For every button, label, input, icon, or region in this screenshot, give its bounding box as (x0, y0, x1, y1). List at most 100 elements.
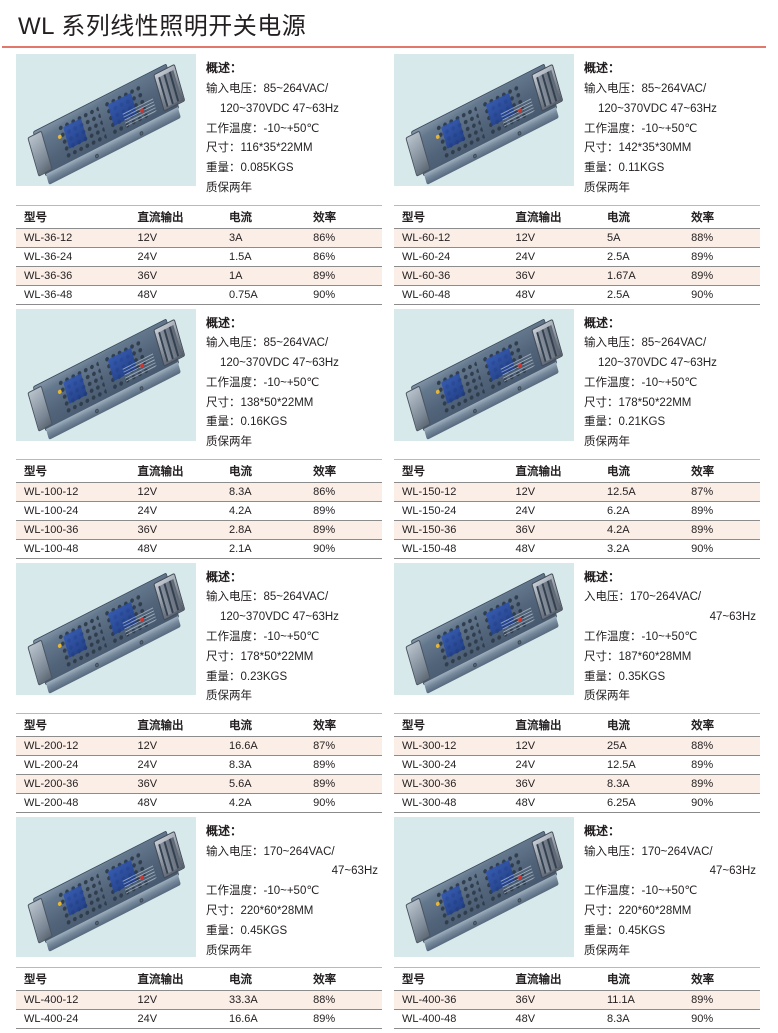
table-cell: 48V (507, 539, 599, 559)
table-cell: WL-60-36 (394, 266, 508, 286)
table-cell: WL-36-48 (16, 285, 130, 305)
model-spec-table: 型号 直流输出 电流 效率 WL-400-36 36V 11.1A 89% WL-400-48 4… (394, 967, 760, 1030)
spec-warranty: 质保两年 (584, 436, 630, 449)
column-header: 效率 (305, 967, 382, 992)
power-supply-unit-illustration (27, 318, 186, 440)
table-cell: 90% (683, 793, 760, 814)
spec-dimensions: 尺寸：116*35*22MM (206, 142, 313, 155)
table-cell: 8.3A (220, 755, 306, 776)
table-cell: 89% (683, 501, 760, 521)
table-header-row: 型号 直流输出 电流 效率 (394, 967, 760, 992)
spec-operating-temperature: 工作温度：-10~+50℃ (206, 376, 320, 389)
spec-input-voltage-cont: 120~370VDC 47~63Hz (598, 102, 717, 115)
table-row: WL-36-12 12V 3A 86% (16, 228, 382, 248)
table-cell: 12V (507, 228, 599, 248)
spec-warranty: 质保两年 (584, 181, 630, 194)
wl-60-power-supply-photo (394, 54, 574, 187)
column-header: 直流输出 (129, 458, 221, 483)
table-cell: 12V (129, 482, 221, 502)
model-spec-table: 型号 直流输出 电流 效率 WL-200-12 12V 16.6A 87% WL-200-24 2… (16, 713, 382, 814)
column-header: 直流输出 (129, 967, 221, 992)
spec-input-voltage-cont: 47~63Hz (709, 611, 756, 624)
table-cell: WL-200-24 (16, 755, 130, 776)
spec-warranty: 质保两年 (206, 690, 252, 703)
wl-150-power-supply-photo (394, 308, 574, 441)
spec-weight: 重量：0.11KGS (584, 162, 665, 175)
table-cell: 2.5A (598, 285, 684, 305)
table-cell: WL-300-12 (394, 736, 508, 757)
spec-input-voltage-cont: 120~370VDC 47~63Hz (598, 357, 717, 369)
table-cell: WL-150-24 (394, 501, 508, 521)
table-row: WL-150-36 36V 4.2A 89% (394, 520, 760, 540)
spec-input-voltage: 输入电压：85~264VAC/ (584, 337, 707, 350)
table-cell: 89% (683, 266, 760, 286)
power-supply-unit-illustration (27, 572, 186, 694)
table-cell: 8.3A (220, 482, 306, 502)
column-header: 电流 (598, 458, 684, 483)
page-header: WL 系列线性照明开关电源 (0, 0, 778, 44)
table-cell: 89% (305, 520, 382, 540)
table-cell: 48V (129, 793, 221, 814)
table-cell: WL-300-36 (394, 774, 508, 795)
column-header: 直流输出 (129, 713, 221, 738)
table-cell: WL-150-36 (394, 520, 508, 540)
spec-input-voltage: 输入电压：85~264VAC/ (584, 83, 707, 96)
spec-warranty: 质保两年 (206, 436, 252, 449)
spec-heading: 概述： (206, 61, 243, 76)
spec-heading: 概述： (584, 315, 621, 330)
specification-list: 概述： 输入电压：85~264VAC/120~370VDC 47~63Hz 工作温度… (574, 309, 760, 453)
column-header: 电流 (220, 967, 306, 992)
column-header: 直流输出 (507, 458, 599, 483)
spec-operating-temperature: 工作温度：-10~+50℃ (206, 122, 320, 135)
spec-input-voltage-cont: 120~370VDC 47~63Hz (220, 102, 339, 115)
table-cell: WL-36-24 (16, 247, 130, 267)
column-header: 直流输出 (507, 967, 599, 992)
table-row: WL-36-48 48V 0.75A 90% (16, 285, 382, 305)
table-cell: 24V (129, 501, 221, 521)
product-block: 概述： 输入电压：85~264VAC/120~370VDC 47~63Hz 工作温度… (394, 308, 760, 559)
table-row: WL-300-48 48V 6.25A 90% (394, 793, 760, 814)
column-header: 直流输出 (507, 713, 599, 738)
table-cell: 36V (129, 774, 221, 795)
title-underline-rule (2, 46, 766, 49)
table-row: WL-60-12 12V 5A 88% (394, 228, 760, 248)
table-cell: 87% (683, 482, 760, 502)
table-cell: WL-36-12 (16, 228, 130, 248)
table-cell: 36V (129, 266, 221, 286)
table-cell: 24V (507, 755, 599, 776)
table-cell: WL-100-24 (16, 501, 130, 521)
table-cell: WL-200-36 (16, 774, 130, 795)
table-row: WL-300-24 24V 12.5A 89% (394, 755, 760, 776)
product-summary: 概述： 输入电压：85~264VAC/120~370VDC 47~63Hz 工作温度… (394, 308, 760, 453)
table-cell: 33.3A (220, 990, 306, 1011)
table-cell: 12V (129, 736, 221, 757)
specification-list: 概述： 输入电压：170~264VAC/47~63Hz 工作温度：-10~+50℃ 尺… (196, 817, 382, 961)
table-cell: 36V (507, 990, 599, 1011)
table-row: WL-100-36 36V 2.8A 89% (16, 520, 382, 540)
column-header: 电流 (598, 204, 684, 229)
table-cell: 89% (305, 501, 382, 521)
table-cell: WL-100-12 (16, 482, 130, 502)
table-cell: WL-60-12 (394, 228, 508, 248)
column-header: 效率 (683, 204, 760, 229)
table-cell: WL-36-36 (16, 266, 130, 286)
power-supply-unit-illustration (405, 318, 564, 440)
spec-heading: 概述： (206, 569, 243, 584)
spec-dimensions: 尺寸：220*60*28MM (206, 904, 314, 917)
table-cell: 25A (598, 736, 684, 757)
table-header-row: 型号 直流输出 电流 效率 (16, 204, 382, 229)
product-block: 概述： 入电压：170~264VAC/47~63Hz 工作温度：-10~+50℃ 尺寸… (394, 562, 760, 814)
column-header: 型号 (16, 458, 130, 483)
table-row: WL-200-12 12V 16.6A 87% (16, 736, 382, 757)
table-row: WL-36-36 36V 1A 89% (16, 266, 382, 286)
table-cell: 24V (129, 1009, 221, 1030)
column-header: 效率 (683, 713, 760, 738)
product-block: 概述： 输入电压：85~264VAC/120~370VDC 47~63Hz 工作温度… (16, 54, 382, 305)
table-cell: 86% (305, 247, 382, 267)
spec-input-voltage-cont: 47~63Hz (709, 865, 756, 878)
table-cell: 6.25A (598, 793, 684, 814)
table-cell: 89% (305, 1009, 382, 1030)
table-cell: 12V (507, 736, 599, 757)
spec-warranty: 质保两年 (584, 690, 630, 703)
specification-list: 概述： 输入电压：170~264VAC/47~63Hz 工作温度：-10~+50℃ 尺… (574, 817, 760, 961)
